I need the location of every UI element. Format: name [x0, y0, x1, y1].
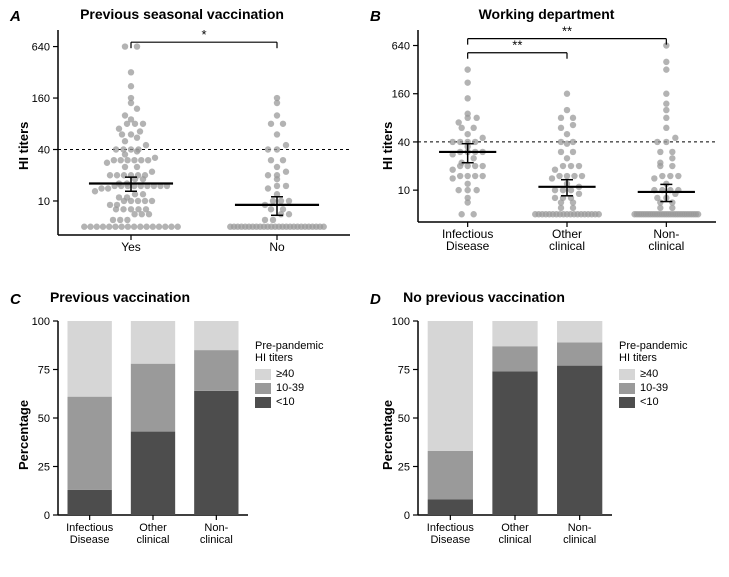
svg-text:clinical: clinical	[498, 534, 531, 546]
legend-label: <10	[640, 396, 659, 408]
svg-text:50: 50	[398, 413, 410, 425]
legend-item: ≥40	[619, 368, 687, 380]
svg-text:clinical: clinical	[136, 534, 169, 546]
svg-text:clinical: clinical	[563, 534, 596, 546]
panel-b-plot: 1040160640InfectiousDiseaseOtherclinical…	[364, 0, 729, 280]
svg-text:Infectious: Infectious	[66, 522, 114, 534]
svg-text:10: 10	[38, 196, 50, 208]
svg-text:No: No	[269, 240, 285, 254]
panel-a: A Previous seasonal vaccination HI titer…	[0, 0, 364, 280]
svg-text:Yes: Yes	[121, 240, 141, 254]
svg-text:**: **	[562, 24, 572, 39]
svg-text:Infectious: Infectious	[427, 522, 475, 534]
svg-text:50: 50	[38, 413, 50, 425]
svg-text:clinical: clinical	[648, 239, 684, 253]
svg-text:*: *	[201, 27, 206, 42]
svg-text:10: 10	[398, 185, 410, 197]
panel-a-plot: 10 40 160 640 Yes No *	[0, 0, 364, 280]
svg-text:Disease: Disease	[430, 534, 470, 546]
svg-text:100: 100	[32, 316, 50, 328]
svg-text:100: 100	[392, 316, 410, 328]
svg-text:75: 75	[38, 365, 50, 377]
legend-label: <10	[276, 396, 295, 408]
legend-c-title: Pre-pandemicHI titers	[255, 340, 323, 364]
svg-text:640: 640	[32, 42, 50, 54]
svg-text:0: 0	[404, 510, 410, 522]
panel-c: C Previous vaccination Percentage 025507…	[0, 285, 364, 577]
figure: A Previous seasonal vaccination HI titer…	[0, 0, 729, 577]
legend-label: ≥40	[640, 368, 658, 380]
legend-swatch	[619, 383, 635, 394]
legend-label: ≥40	[276, 368, 294, 380]
panel-d: D No previous vaccination Percentage 025…	[364, 285, 729, 577]
legend-d: Pre-pandemicHI titers ≥40 10-39 <10	[619, 340, 687, 410]
svg-text:Disease: Disease	[70, 534, 110, 546]
svg-text:clinical: clinical	[549, 239, 585, 253]
svg-text:40: 40	[398, 137, 410, 149]
svg-text:75: 75	[398, 365, 410, 377]
legend-swatch	[619, 397, 635, 408]
svg-text:25: 25	[38, 462, 50, 474]
legend-swatch	[619, 369, 635, 380]
svg-text:Other: Other	[139, 522, 167, 534]
svg-text:clinical: clinical	[200, 534, 233, 546]
legend-item: <10	[255, 396, 323, 408]
panel-d-plot: 0255075100InfectiousDiseaseOtherclinical…	[364, 285, 729, 577]
panel-c-plot: 0255075100InfectiousDiseaseOtherclinical…	[0, 285, 364, 577]
legend-swatch	[255, 369, 271, 380]
svg-text:160: 160	[32, 93, 50, 105]
legend-d-title: Pre-pandemicHI titers	[619, 340, 687, 364]
svg-text:Other: Other	[501, 522, 529, 534]
legend-label: 10-39	[640, 382, 668, 394]
svg-text:640: 640	[392, 41, 410, 53]
svg-text:Non-: Non-	[204, 522, 228, 534]
legend-item: ≥40	[255, 368, 323, 380]
svg-text:Non-: Non-	[568, 522, 592, 534]
legend-item: 10-39	[255, 382, 323, 394]
legend-label: 10-39	[276, 382, 304, 394]
svg-text:Disease: Disease	[446, 239, 490, 253]
svg-text:160: 160	[392, 89, 410, 101]
legend-swatch	[255, 397, 271, 408]
svg-text:0: 0	[44, 510, 50, 522]
svg-text:**: **	[512, 38, 522, 53]
svg-text:40: 40	[38, 145, 50, 157]
legend-item: 10-39	[619, 382, 687, 394]
legend-swatch	[255, 383, 271, 394]
svg-text:25: 25	[398, 462, 410, 474]
legend-c: Pre-pandemicHI titers ≥40 10-39 <10	[255, 340, 323, 410]
legend-item: <10	[619, 396, 687, 408]
panel-b: B Working department HI titers 104016064…	[364, 0, 729, 280]
